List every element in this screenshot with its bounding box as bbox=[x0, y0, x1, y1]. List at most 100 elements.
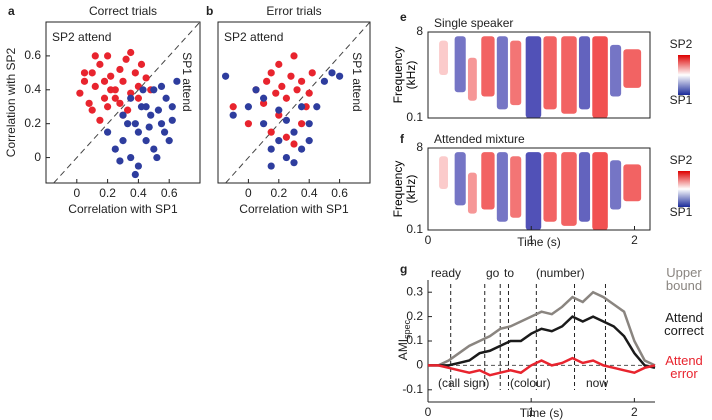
point bbox=[267, 162, 275, 170]
colorbar-label: SP2 bbox=[670, 153, 693, 167]
point bbox=[290, 52, 298, 60]
point bbox=[104, 128, 112, 136]
spectrogram-band bbox=[561, 36, 577, 114]
y-axis-label-sub: spec bbox=[402, 319, 412, 339]
chart-title: Single speaker bbox=[434, 16, 513, 30]
y-tick-label: 0.2 bbox=[406, 309, 423, 323]
series-label: Upper bound bbox=[665, 265, 703, 293]
point bbox=[122, 55, 130, 63]
point bbox=[278, 82, 286, 90]
point bbox=[298, 77, 306, 85]
point bbox=[150, 86, 158, 94]
x-tick-label: 0.4 bbox=[130, 186, 147, 200]
y-tick-label: 0 bbox=[34, 150, 41, 164]
chart-title: Error trials bbox=[266, 4, 321, 18]
x-tick-label: 0.4 bbox=[301, 186, 318, 200]
series-label: Attend error bbox=[665, 353, 703, 381]
spectrogram-band bbox=[543, 152, 557, 222]
x-tick-label: 0.2 bbox=[99, 186, 116, 200]
y-tick-label: 8 bbox=[416, 24, 423, 38]
y-axis-label: AMIspec bbox=[396, 319, 412, 360]
point bbox=[134, 128, 142, 136]
point bbox=[282, 116, 290, 124]
point bbox=[127, 153, 135, 162]
x-tick-label: 0.6 bbox=[161, 186, 178, 200]
spectrogram-band bbox=[439, 40, 448, 75]
spectrogram-band bbox=[439, 156, 448, 189]
point bbox=[88, 106, 96, 114]
point bbox=[244, 120, 252, 128]
point bbox=[116, 99, 124, 107]
point bbox=[308, 69, 316, 77]
point bbox=[85, 99, 93, 107]
point bbox=[260, 94, 268, 102]
spectrogram-band bbox=[454, 152, 466, 206]
point bbox=[96, 116, 104, 124]
spectrogram-band bbox=[467, 57, 477, 101]
spectrogram-band bbox=[592, 152, 608, 230]
point bbox=[293, 86, 301, 94]
point bbox=[305, 120, 313, 128]
x-axis-label: Correlation with SP1 bbox=[239, 202, 349, 216]
point bbox=[157, 82, 166, 90]
point bbox=[267, 128, 275, 136]
y-axis-label: Frequency (kHz) bbox=[391, 46, 418, 104]
spectrogram-band bbox=[510, 40, 522, 106]
series-line bbox=[428, 315, 656, 370]
point bbox=[104, 52, 112, 60]
point bbox=[168, 103, 176, 111]
spectrogram-band bbox=[610, 160, 622, 210]
panel-letter: f bbox=[400, 132, 405, 146]
point bbox=[154, 106, 163, 114]
x-tick-label: 1 bbox=[528, 233, 535, 247]
spectrogram-band bbox=[610, 44, 622, 97]
point bbox=[168, 116, 176, 124]
spectrogram-band bbox=[481, 152, 495, 210]
point bbox=[134, 162, 142, 170]
spectrogram-band bbox=[481, 36, 495, 97]
spectrogram-band bbox=[454, 36, 466, 93]
point bbox=[107, 72, 115, 80]
point bbox=[137, 60, 146, 68]
point bbox=[145, 123, 153, 131]
point bbox=[134, 94, 142, 102]
point bbox=[328, 69, 336, 77]
y-tick-label: 0.1 bbox=[406, 222, 423, 236]
point bbox=[229, 103, 237, 111]
point bbox=[124, 106, 132, 114]
point bbox=[131, 69, 139, 77]
series-label: SP1 attend bbox=[180, 52, 194, 111]
spectrogram-band bbox=[467, 172, 477, 214]
point bbox=[282, 133, 290, 141]
point bbox=[275, 106, 283, 114]
point bbox=[131, 120, 139, 128]
spectrogram-band bbox=[525, 152, 542, 230]
spectrogram-band bbox=[578, 36, 591, 110]
point bbox=[267, 145, 275, 153]
point bbox=[116, 157, 124, 165]
y-tick-label: 0.3 bbox=[406, 284, 423, 298]
annotation: ready bbox=[431, 266, 461, 280]
point bbox=[162, 94, 170, 102]
point bbox=[150, 145, 158, 153]
x-tick-label: 2 bbox=[631, 233, 638, 247]
annotation: (call sign) bbox=[438, 376, 489, 390]
point bbox=[119, 77, 127, 85]
point bbox=[91, 82, 99, 90]
spectrogram-band bbox=[578, 152, 591, 222]
point bbox=[173, 77, 181, 85]
point bbox=[153, 153, 161, 162]
chart-title: Attended mixture bbox=[434, 132, 525, 146]
y-tick-label: 8 bbox=[416, 140, 423, 154]
point bbox=[165, 137, 173, 145]
point bbox=[116, 65, 124, 74]
point bbox=[263, 77, 271, 85]
colorbar bbox=[678, 171, 690, 207]
point bbox=[260, 120, 268, 128]
colorbar bbox=[678, 55, 690, 95]
point bbox=[275, 137, 283, 145]
series-label: Attend correct bbox=[664, 310, 704, 338]
point bbox=[131, 170, 139, 179]
point bbox=[107, 86, 115, 94]
